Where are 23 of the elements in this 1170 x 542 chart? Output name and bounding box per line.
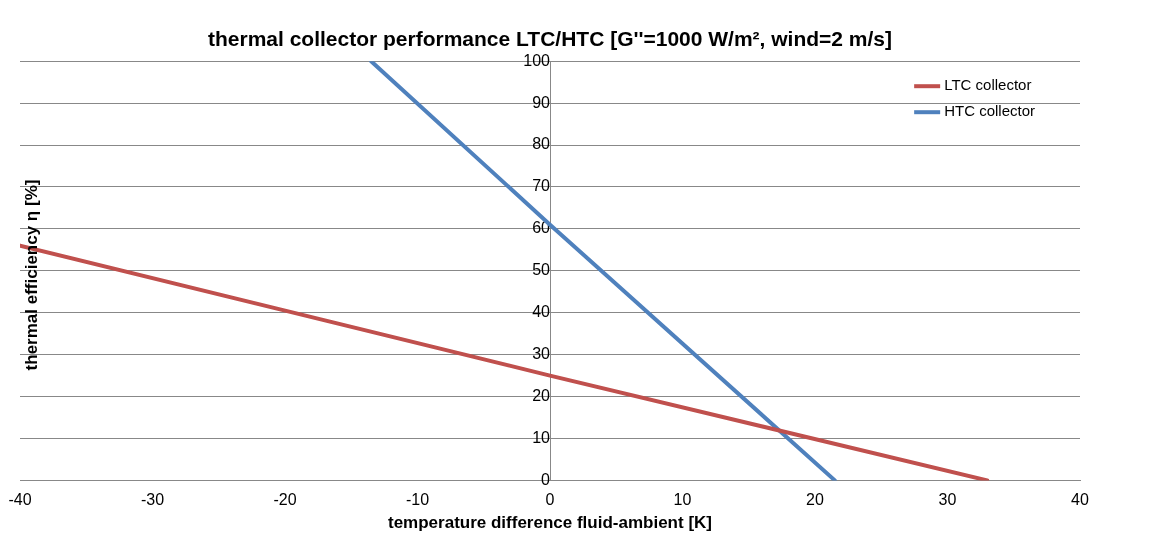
y-tick-label: 100 xyxy=(523,51,551,69)
x-tick-label: -10 xyxy=(405,491,430,509)
x-tick-label: 30 xyxy=(938,491,957,509)
y-tick-label: 80 xyxy=(532,135,551,153)
x-tick-label: -40 xyxy=(8,491,32,509)
y-tick-label: 70 xyxy=(532,177,551,195)
x-tick-label: 40 xyxy=(1071,491,1089,509)
y-tick-label: 50 xyxy=(532,261,551,279)
chart-title: thermal collector performance LTC/HTC [G''=1000 W/m², wind=2 m/s] xyxy=(207,27,893,51)
y-tick-label: 0 xyxy=(541,470,551,488)
y-tick-label: 40 xyxy=(532,303,551,321)
legend-label: HTC collector xyxy=(944,102,1036,120)
y-tick-label: 20 xyxy=(532,386,551,404)
y-tick-label: 30 xyxy=(532,345,551,363)
y-tick-label: 90 xyxy=(532,93,551,111)
x-tick-label: 10 xyxy=(673,491,692,509)
x-tick-label: -30 xyxy=(140,491,165,509)
y-tick-label: 10 xyxy=(532,428,551,446)
legend-label: LTC collector xyxy=(944,76,1032,94)
x-tick-label: -20 xyxy=(273,491,297,509)
x-tick-label: 20 xyxy=(806,491,824,509)
y-axis-title: thermal efficiency η [%] xyxy=(21,179,41,371)
x-axis-title: temperature difference fluid-ambient [K] xyxy=(388,513,712,533)
